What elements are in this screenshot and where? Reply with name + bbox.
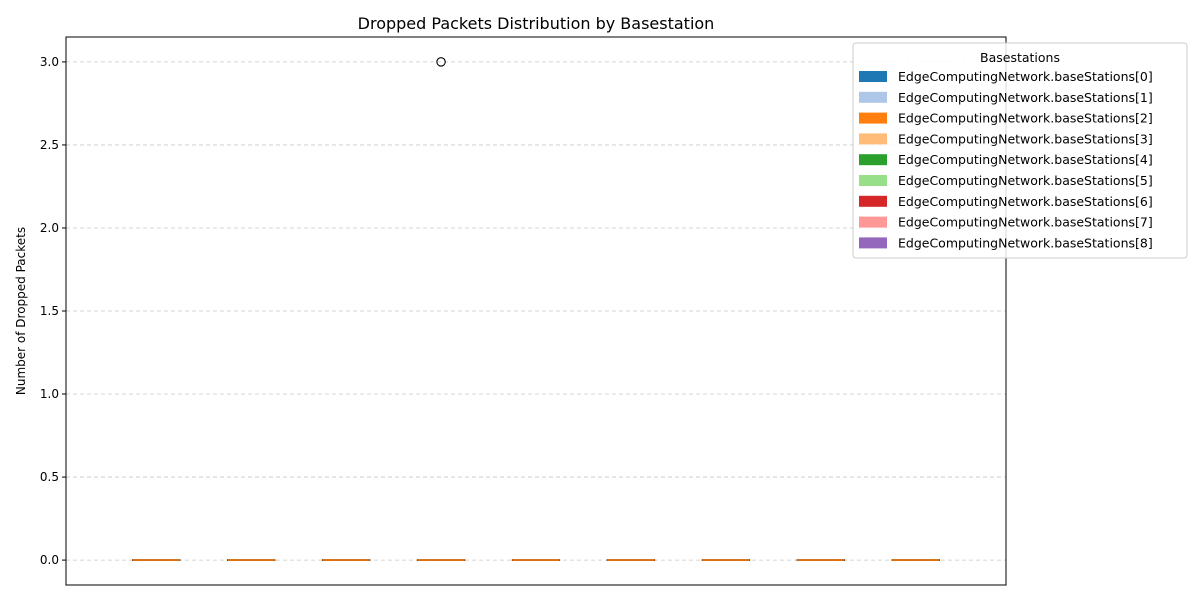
y-tick-label: 1.0 [40,387,59,401]
box-3 [416,57,466,561]
box-8 [891,559,940,561]
box-0 [132,559,181,561]
legend-label: EdgeComputingNetwork.baseStations[8] [898,235,1153,250]
outlier-point [436,57,446,67]
legend-label: EdgeComputingNetwork.baseStations[6] [898,194,1153,209]
legend-frame [852,42,1188,259]
boxes [132,57,940,561]
y-tick-label: 2.0 [40,221,59,235]
y-tick-label: 0.0 [40,553,59,567]
box-6 [701,559,751,561]
y-axis: 0.0 0.5 1.0 1.5 2.0 2.5 3.0 [40,55,66,567]
y-axis-label: Number of Dropped Packets [14,227,28,395]
y-tick-label: 2.5 [40,138,59,152]
legend: Basestations EdgeComputingNetwork.baseSt… [852,42,1188,259]
legend-title: Basestations [980,50,1060,65]
y-tick-label: 1.5 [40,304,59,318]
chart-title: Dropped Packets Distribution by Basestat… [358,14,715,33]
legend-swatch [859,71,887,82]
box-2 [321,559,371,561]
legend-swatch [859,91,887,103]
y-grid [66,61,1006,561]
box-7 [796,559,845,561]
legend-swatch [859,195,887,207]
legend-label: EdgeComputingNetwork.baseStations[2] [898,111,1153,126]
legend-swatch [859,175,887,186]
box-5 [606,559,656,561]
legend-swatch [859,216,887,228]
legend-swatch [859,112,887,124]
box-4 [511,559,561,561]
y-tick-label: 0.5 [40,470,59,484]
legend-label: EdgeComputingNetwork.baseStations[7] [898,215,1153,230]
legend-label: EdgeComputingNetwork.baseStations[5] [898,173,1153,188]
legend-label: EdgeComputingNetwork.baseStations[3] [898,131,1153,146]
y-tick-label: 3.0 [40,55,59,69]
legend-swatch [859,154,887,166]
legend-label: EdgeComputingNetwork.baseStations[0] [898,69,1153,84]
legend-label: EdgeComputingNetwork.baseStations[4] [898,152,1153,167]
box-1 [227,559,276,561]
legend-swatch [859,133,887,145]
legend-swatch [859,237,887,249]
legend-label: EdgeComputingNetwork.baseStations[1] [898,90,1153,105]
